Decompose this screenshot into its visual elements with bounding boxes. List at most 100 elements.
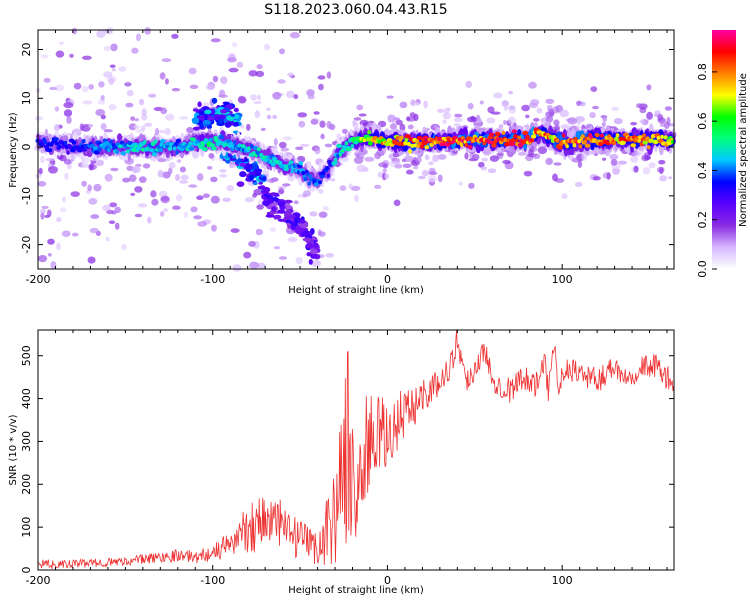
heatmap-cell: [442, 112, 452, 120]
heatmap-cell: [290, 168, 295, 173]
heatmap-cell: [503, 105, 509, 111]
heatmap-cell: [592, 105, 599, 110]
heatmap-cell: [89, 143, 95, 148]
y-tick-label: 100: [20, 517, 33, 538]
heatmap-cell: [105, 236, 110, 242]
heatmap-cell: [342, 128, 348, 134]
heatmap-cell: [179, 116, 189, 120]
heatmap-cell: [219, 174, 228, 178]
heatmap-cell: [285, 209, 292, 216]
heatmap-cell: [220, 109, 228, 114]
heatmap-cell: [459, 142, 464, 147]
heatmap-cell: [664, 106, 673, 111]
heatmap-cell: [663, 135, 668, 140]
heatmap-cell: [210, 195, 220, 204]
heatmap-cell: [38, 167, 43, 175]
heatmap-cell: [239, 171, 247, 178]
heatmap-cell: [56, 154, 64, 160]
heatmap-cell: [403, 155, 414, 162]
heatmap-cell: [189, 137, 196, 142]
heatmap-cell: [636, 103, 643, 109]
heatmap-cell: [305, 243, 315, 249]
heatmap-cell: [548, 108, 555, 116]
heatmap-cell: [64, 172, 69, 181]
heatmap-cell: [465, 80, 473, 89]
heatmap-cell: [413, 113, 419, 121]
heatmap-cell: [202, 147, 208, 152]
figure-title: S118.2023.060.04.43.R15: [264, 2, 447, 18]
heatmap-cell: [134, 213, 143, 218]
heatmap-cell: [175, 138, 181, 143]
heatmap-cell: [309, 228, 315, 235]
heatmap-cell: [176, 159, 182, 163]
heatmap-cell: [495, 148, 505, 153]
heatmap-cell: [88, 163, 94, 171]
heatmap-cell: [93, 183, 102, 192]
heatmap-cell: [106, 209, 114, 215]
heatmap-cell: [506, 149, 515, 158]
heatmap-cell: [80, 163, 90, 168]
heatmap-cell: [160, 211, 165, 217]
heatmap-cell: [545, 157, 553, 165]
heatmap-cell: [165, 113, 175, 121]
heatmap-cell: [607, 136, 614, 141]
heatmap-cell: [209, 106, 219, 110]
heatmap-cell: [576, 121, 582, 125]
heatmap-cell: [226, 184, 234, 192]
heatmap-cell: [560, 124, 570, 129]
heatmap-cell: [464, 142, 469, 148]
heatmap-cell: [151, 198, 159, 206]
heatmap-cell: [56, 216, 62, 223]
heatmap-cell: [277, 79, 286, 84]
heatmap-cell: [66, 164, 72, 170]
heatmap-cell: [172, 146, 177, 151]
colorbar-gradient: [712, 30, 736, 269]
heatmap-cell: [207, 166, 213, 170]
heatmap-cell: [131, 47, 139, 54]
heatmap-cell: [183, 211, 188, 218]
heatmap-cell: [131, 148, 137, 153]
heatmap-cell: [437, 174, 443, 183]
heatmap-cell: [404, 134, 411, 139]
heatmap-cell: [575, 116, 585, 123]
heatmap-cell: [128, 174, 137, 182]
heatmap-cell: [71, 140, 77, 145]
heatmap-cell: [390, 161, 401, 164]
heatmap-cell: [406, 116, 411, 121]
heatmap-cell: [501, 100, 509, 107]
heatmap-cell: [577, 139, 582, 144]
heatmap-cell: [210, 108, 216, 116]
heatmap-cell: [109, 139, 113, 144]
heatmap-cell: [606, 172, 611, 180]
heatmap-cell: [142, 163, 151, 169]
heatmap-cell: [100, 123, 107, 130]
heatmap-cell: [213, 113, 221, 121]
heatmap-cell: [102, 204, 111, 211]
heatmap-cell: [467, 116, 477, 123]
heatmap-cell: [356, 164, 366, 173]
heatmap-cell: [601, 121, 606, 128]
heatmap-cell: [208, 137, 214, 142]
heatmap-cell: [530, 138, 535, 143]
heatmap-cell: [325, 253, 335, 258]
heatmap-cell: [437, 108, 445, 114]
heatmap-cell: [37, 139, 44, 144]
heatmap-cell: [610, 159, 618, 166]
heatmap-cell: [565, 144, 569, 149]
heatmap-cell: [320, 133, 325, 140]
heatmap-cell: [66, 116, 72, 124]
heatmap-cell: [200, 133, 205, 142]
colorbar-ticks: 0.0 0.2 0.4 0.6 0.8: [696, 63, 717, 278]
heatmap-cell: [302, 193, 308, 198]
heatmap-cell: [179, 147, 185, 152]
heatmap-cell: [287, 164, 293, 169]
heatmap-cell: [399, 123, 406, 132]
heatmap-cell: [639, 120, 646, 124]
heatmap-cell: [631, 151, 640, 156]
heatmap-cell: [103, 129, 113, 133]
heatmap-cell: [248, 70, 258, 77]
snr-panel: -200 -100 0 100 0 100 200 300 400 500 Height of …: [8, 329, 675, 596]
heatmap-cell: [553, 119, 560, 126]
heatmap-cell: [515, 138, 519, 143]
